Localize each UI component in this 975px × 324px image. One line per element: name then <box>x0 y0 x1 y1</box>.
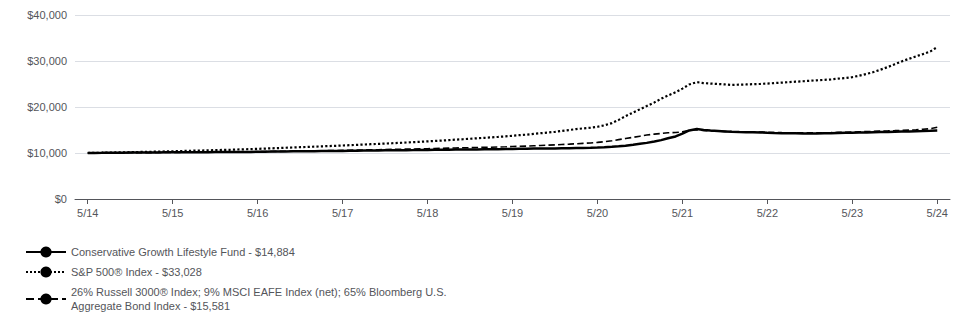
svg-text:5/20: 5/20 <box>587 207 608 219</box>
svg-text:$40,000: $40,000 <box>27 9 67 21</box>
svg-text:S&P 500® Index - $33,028: S&P 500® Index - $33,028 <box>71 266 202 278</box>
svg-text:5/19: 5/19 <box>502 207 523 219</box>
svg-text:Conservative Growth Lifestyle: Conservative Growth Lifestyle Fund - $14… <box>71 246 295 258</box>
svg-text:$20,000: $20,000 <box>27 101 67 113</box>
svg-text:$10,000: $10,000 <box>27 147 67 159</box>
svg-text:5/23: 5/23 <box>842 207 863 219</box>
svg-text:26% Russell 3000® Index; 9% MS: 26% Russell 3000® Index; 9% MSCI EAFE In… <box>71 286 447 298</box>
svg-text:5/24: 5/24 <box>927 207 948 219</box>
svg-text:Aggregate Bond Index - $15,581: Aggregate Bond Index - $15,581 <box>71 300 230 312</box>
svg-text:$0: $0 <box>55 193 67 205</box>
svg-text:5/14: 5/14 <box>77 207 98 219</box>
svg-text:5/18: 5/18 <box>417 207 438 219</box>
svg-text:5/21: 5/21 <box>672 207 693 219</box>
svg-text:$30,000: $30,000 <box>27 55 67 67</box>
svg-text:5/17: 5/17 <box>332 207 353 219</box>
svg-text:5/15: 5/15 <box>162 207 183 219</box>
svg-text:5/16: 5/16 <box>247 207 268 219</box>
svg-text:5/22: 5/22 <box>757 207 778 219</box>
